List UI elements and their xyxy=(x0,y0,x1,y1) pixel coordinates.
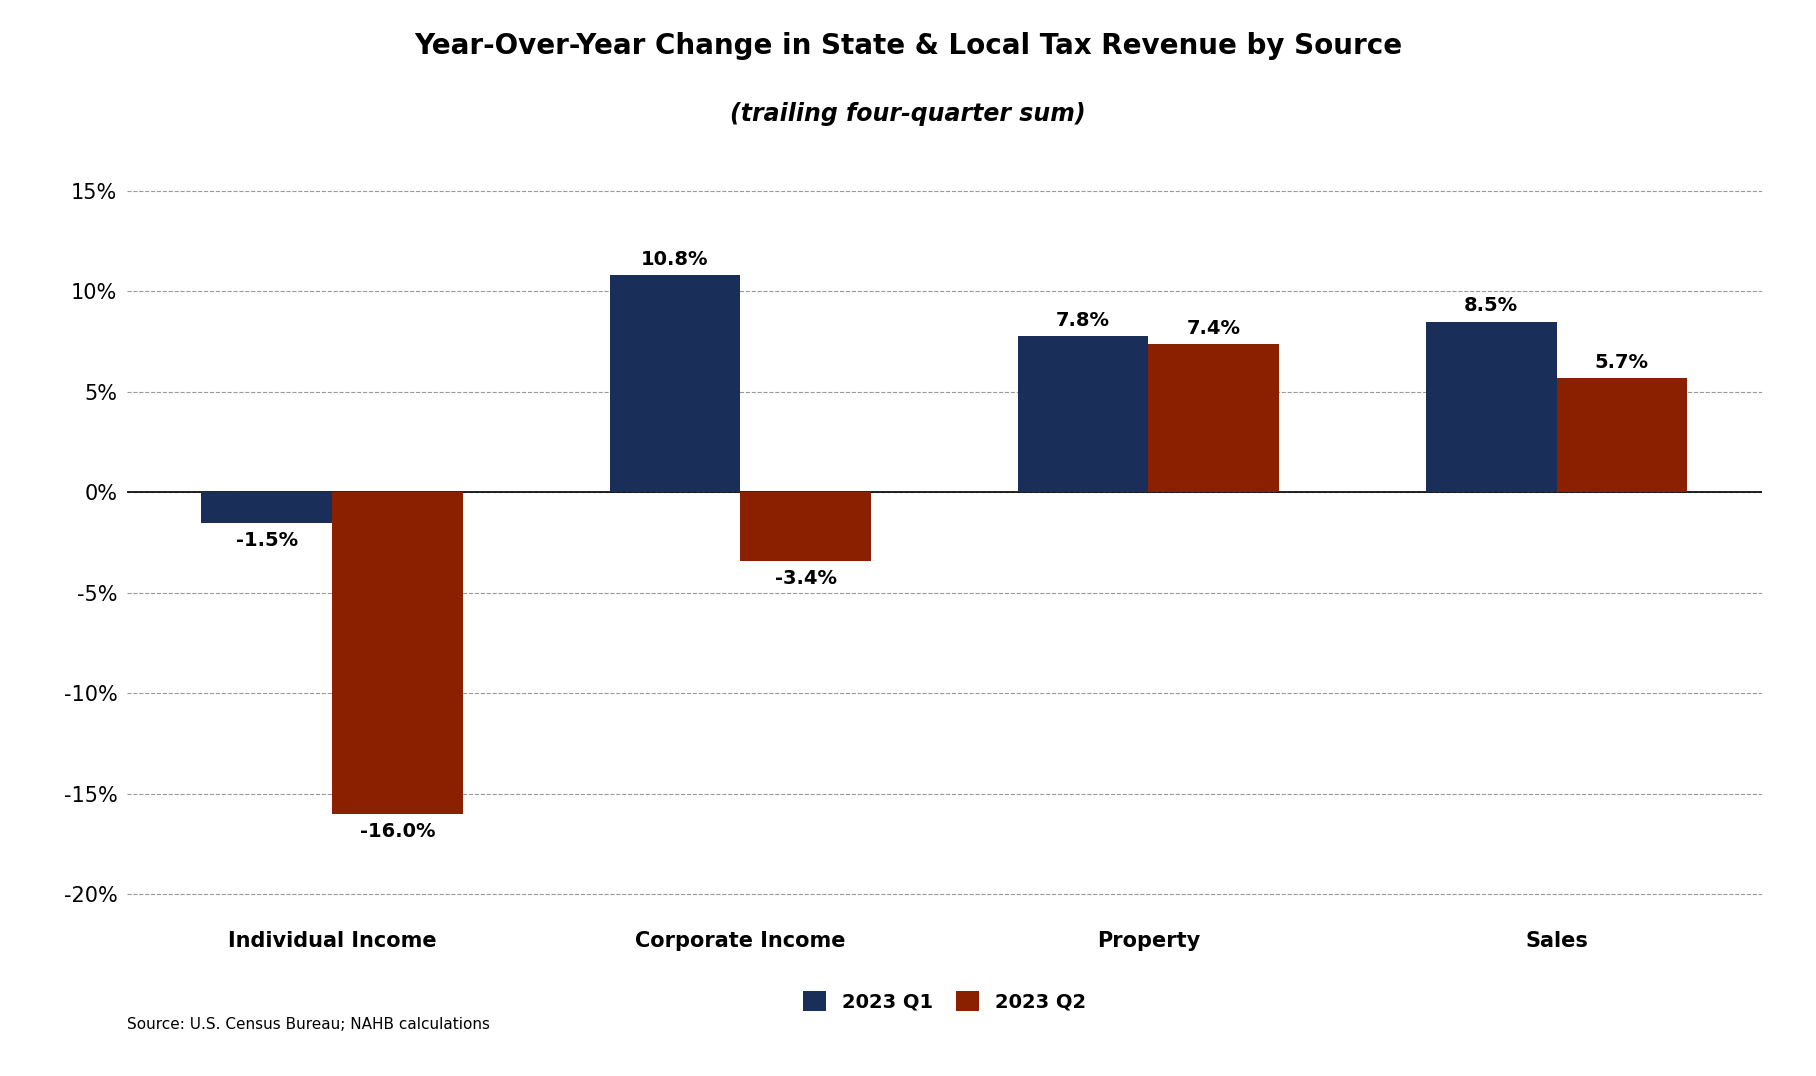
Text: -3.4%: -3.4% xyxy=(775,569,837,587)
Text: Year-Over-Year Change in State & Local Tax Revenue by Source: Year-Over-Year Change in State & Local T… xyxy=(414,32,1402,60)
Text: 8.5%: 8.5% xyxy=(1464,297,1518,315)
Bar xyxy=(1556,378,1687,493)
Text: 7.4%: 7.4% xyxy=(1186,318,1240,338)
Bar xyxy=(1426,322,1556,493)
Bar xyxy=(741,493,872,561)
Bar xyxy=(1148,343,1278,493)
Bar xyxy=(1017,336,1148,493)
Text: (trailing four-quarter sum): (trailing four-quarter sum) xyxy=(730,102,1086,126)
Text: -1.5%: -1.5% xyxy=(236,530,298,550)
Text: Source: U.S. Census Bureau; NAHB calculations: Source: U.S. Census Bureau; NAHB calcula… xyxy=(127,1017,490,1032)
Bar xyxy=(202,493,332,523)
Bar xyxy=(610,275,741,493)
Legend: 2023 Q1, 2023 Q2: 2023 Q1, 2023 Q2 xyxy=(803,991,1086,1011)
Text: -16.0%: -16.0% xyxy=(360,822,436,841)
Text: 10.8%: 10.8% xyxy=(641,251,708,269)
Text: 5.7%: 5.7% xyxy=(1594,353,1649,372)
Text: 7.8%: 7.8% xyxy=(1057,311,1110,329)
Bar xyxy=(332,493,463,815)
